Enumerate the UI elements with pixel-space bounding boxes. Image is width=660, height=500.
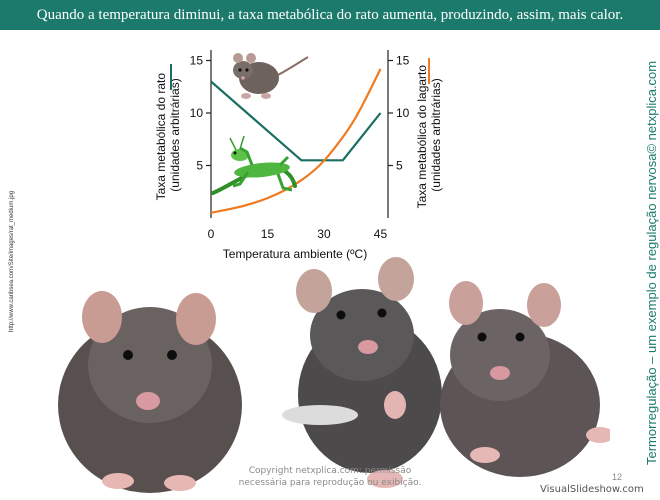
axis-ticks: 0 15 30 45 5 5 10 10 15 15 [190, 54, 410, 242]
xlabel: Temperatura ambiente (ºC) [223, 247, 367, 261]
series-line-lagarto [210, 68, 382, 214]
y-tick-label-left: 5 [196, 159, 203, 173]
rat-photo-left [58, 291, 242, 493]
rat-photo-right [440, 281, 610, 477]
lizard-icon [211, 135, 297, 195]
copyright-notice: Copyright netxplica.com: permissão neces… [238, 466, 422, 488]
ylabel-right-line1: Taxa metabólica do lagarto [415, 65, 429, 209]
series-line-rato [210, 80, 382, 162]
rat-photo-middle [282, 257, 442, 488]
y-tick-label-left: 15 [190, 54, 204, 68]
slide-title: Quando a temperatura diminui, a taxa met… [0, 0, 660, 30]
ylabel-left-line2: (unidades arbitrárias) [168, 78, 182, 191]
x-tick-label: 0 [208, 227, 215, 241]
ylabel-right-line2: (unidades arbitrárias) [429, 78, 443, 191]
watermark: VisualSlideshow.com [540, 484, 644, 495]
chart-axes [210, 50, 389, 218]
side-caption: Termorregulação – um exemplo de regulaçã… [644, 60, 659, 465]
y-tick-label-right: 5 [396, 159, 403, 173]
page-number: 12 [612, 472, 623, 482]
y-tick-label-right: 15 [396, 54, 410, 68]
series-layer [210, 68, 382, 214]
ylabel-right: Taxa metabólica do lagarto (unidades arb… [415, 62, 443, 209]
x-tick-label: 45 [374, 227, 388, 241]
y-tick-label-right: 10 [396, 106, 410, 120]
ylabel-left: Taxa metabólica do rato (unidades arbitr… [154, 70, 182, 201]
x-tick-label: 15 [261, 227, 275, 241]
rat-icon [233, 53, 309, 99]
x-tick-label: 30 [317, 227, 331, 241]
ylabel-left-line1: Taxa metabólica do rato [154, 73, 168, 201]
y-tick-label-left: 10 [190, 106, 204, 120]
rats-photo [58, 257, 610, 493]
source-url: http://www.caribsea.com/Site/images/rat_… [9, 190, 15, 332]
